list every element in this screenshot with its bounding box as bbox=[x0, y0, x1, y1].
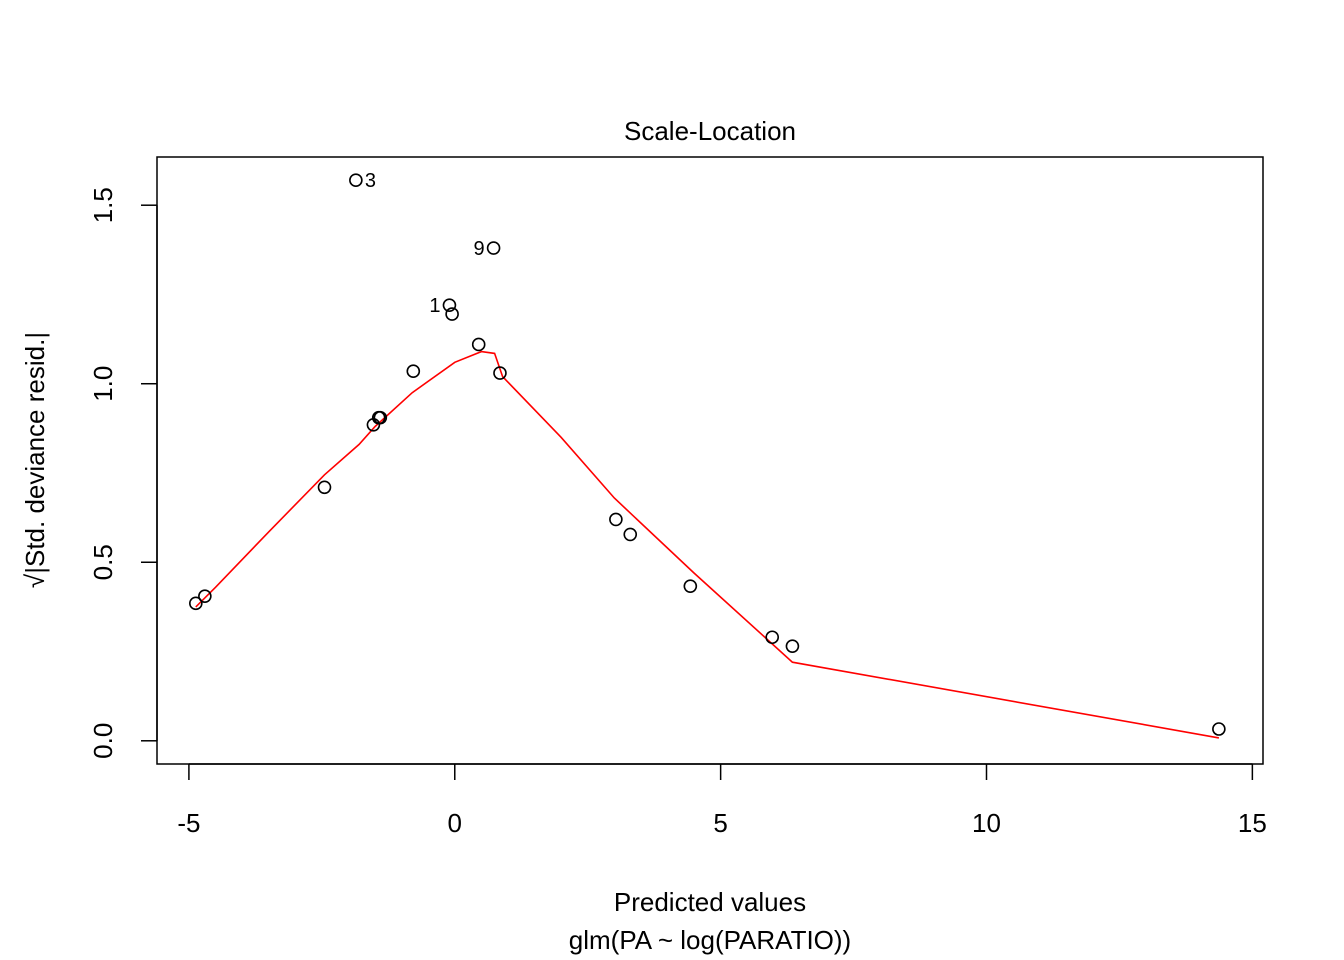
data-point bbox=[493, 366, 507, 380]
y-tick-label: 0.5 bbox=[88, 544, 118, 580]
data-point bbox=[683, 579, 698, 593]
y-tick-label: 1.0 bbox=[88, 366, 118, 402]
y-axis: 0.0 0.5 1.0 1.5 bbox=[88, 187, 158, 759]
x-axis-label: Predicted values bbox=[614, 887, 806, 917]
x-tick-label: 10 bbox=[972, 808, 1001, 838]
y-tick-label: 1.5 bbox=[88, 187, 118, 223]
data-point bbox=[609, 512, 623, 527]
y-axis-label: √|Std. deviance resid.| bbox=[20, 332, 50, 588]
data-point bbox=[623, 527, 638, 542]
x-tick-label: 0 bbox=[448, 808, 462, 838]
data-point bbox=[1212, 722, 1226, 736]
x-tick-label: 15 bbox=[1238, 808, 1267, 838]
data-point bbox=[765, 630, 780, 645]
data-point bbox=[486, 241, 501, 255]
data-point bbox=[373, 410, 388, 425]
x-tick-label: 5 bbox=[713, 808, 727, 838]
point-label: 3 bbox=[365, 170, 376, 192]
svg-text:√|Std. deviance resid.|: √|Std. deviance resid.| bbox=[20, 332, 50, 588]
point-label: 1 bbox=[429, 295, 440, 317]
smooth-line bbox=[195, 350, 1220, 739]
plot-frame bbox=[156, 156, 1264, 765]
x-axis: -5 0 5 10 15 bbox=[177, 763, 1267, 838]
y-tick-label: 0.0 bbox=[88, 723, 118, 759]
x-tick-label: -5 bbox=[177, 808, 200, 838]
y-axis-label-text: |Std. deviance resid.| bbox=[20, 332, 50, 574]
smooth-line-layer bbox=[195, 350, 1220, 739]
point-label: 9 bbox=[473, 238, 484, 260]
y-axis-label-radical: √ bbox=[20, 573, 50, 588]
data-point bbox=[445, 307, 459, 321]
data-point bbox=[785, 639, 800, 653]
data-point bbox=[471, 337, 486, 352]
data-point bbox=[406, 364, 421, 379]
x-axis-sublabel: glm(PA ~ log(PARATIO)) bbox=[569, 925, 851, 955]
chart-title: Scale-Location bbox=[624, 116, 796, 146]
data-point bbox=[198, 589, 212, 603]
data-point bbox=[189, 596, 203, 611]
data-point bbox=[442, 298, 457, 312]
data-point bbox=[349, 173, 363, 188]
points-layer: 3 9 1 bbox=[189, 170, 1226, 736]
data-point bbox=[317, 480, 332, 495]
